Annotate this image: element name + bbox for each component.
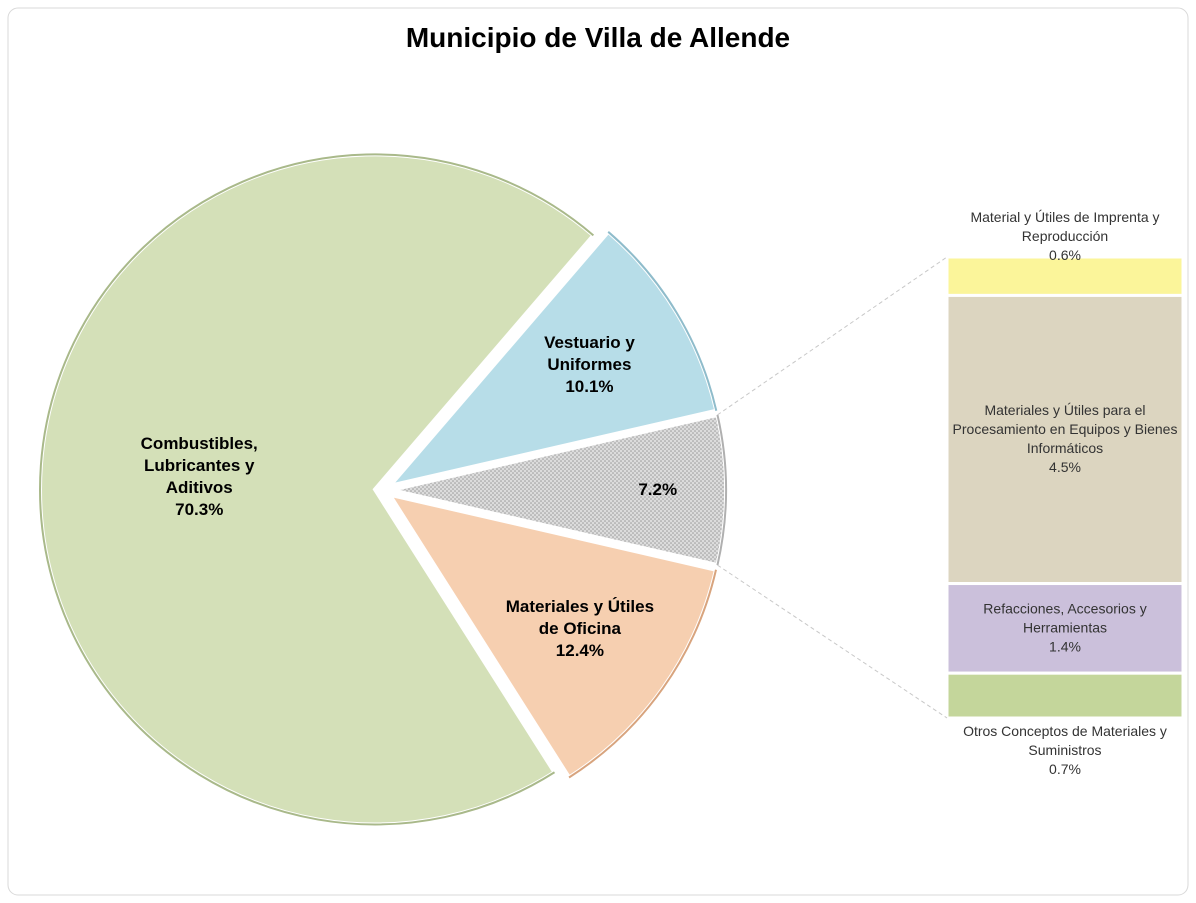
- breakdown-name: Otros Conceptos de Materiales y Suminist…: [963, 723, 1167, 758]
- pie-slice-edge: [568, 569, 717, 779]
- breakdown-bar: [945, 671, 1185, 720]
- slice-value: 10.1%: [565, 377, 614, 397]
- breakdown-bar: [945, 293, 1185, 586]
- slice-value: 12.4%: [555, 641, 604, 661]
- connector-line: [717, 256, 948, 416]
- pie-slice-edge: [716, 414, 727, 566]
- pie-slice-edge: [39, 153, 595, 826]
- breakdown-label: Materiales y Útiles para el Procesamient…: [945, 401, 1185, 477]
- breakdown-value: 1.4%: [1049, 638, 1081, 655]
- slice-label: Materiales y Útiles de Oficina 12.4%: [495, 596, 665, 662]
- breakdown-value: 0.7%: [1049, 761, 1081, 777]
- chart-title: Municipio de Villa de Allende: [405, 22, 791, 53]
- slice-label: Vestuario y Uniformes 10.1%: [504, 332, 674, 398]
- breakdown-label: Otros Conceptos de Materiales y Suminist…: [945, 722, 1185, 779]
- breakdown-label: Refacciones, Accesorios y Herramientas 1.…: [945, 600, 1185, 657]
- slice-name: Combustibles, Lubricantes y Aditivos: [140, 433, 258, 497]
- slice-value: 7.2%: [638, 480, 678, 499]
- slice-name: Materiales y Útiles de Oficina: [505, 597, 655, 639]
- slice-label: 7.2%: [573, 479, 743, 501]
- breakdown-bar: [945, 582, 1185, 675]
- breakdown-name: Material y Útiles de Imprenta y Reproduc…: [970, 209, 1160, 244]
- connector-line: [717, 564, 948, 719]
- slice-value: 70.3%: [175, 499, 224, 519]
- pie-slice-edge: [607, 231, 718, 411]
- breakdown-value: 4.5%: [1049, 459, 1081, 476]
- breakdown-bar: [945, 255, 1185, 297]
- breakdown-value: 0.6%: [1049, 247, 1081, 263]
- breakdown-name: Materiales y Útiles para el Procesamient…: [952, 402, 1178, 457]
- slice-name: Vestuario y Uniformes: [544, 333, 635, 375]
- breakdown-name: Refacciones, Accesorios y Herramientas: [983, 600, 1147, 636]
- breakdown-label: Material y Útiles de Imprenta y Reproduc…: [945, 208, 1185, 265]
- slice-label: Combustibles, Lubricantes y Aditivos 70.3…: [114, 433, 284, 521]
